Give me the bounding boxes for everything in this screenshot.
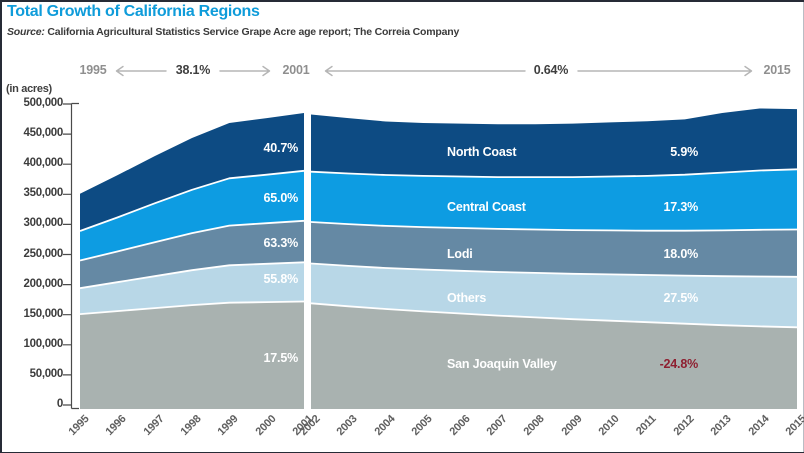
y-tick-label-400000: 400,000 xyxy=(23,157,64,169)
pct-label-others-9501: 55.8% xyxy=(263,272,299,286)
annotation-year-1995: 1995 xyxy=(79,63,107,77)
growth-span-arrow xyxy=(219,65,271,77)
pct-label-others-0115: 27.5% xyxy=(663,291,699,305)
source-label: Source: xyxy=(7,26,45,38)
band-divider-line xyxy=(79,219,305,262)
band-divider-line xyxy=(310,302,798,329)
y-axis-unit-label: (in acres) xyxy=(6,83,52,95)
annotation-growth-1995-2001: 38.1% xyxy=(175,63,211,77)
band-divider-line xyxy=(310,221,798,232)
y-tick-label-350000: 350,000 xyxy=(23,187,64,199)
y-tick-label-300000: 300,000 xyxy=(23,217,64,229)
y-tick-label-450000: 450,000 xyxy=(23,127,64,139)
y-tick-label-0: 0 xyxy=(56,398,63,410)
y-tick-label-500000: 500,000 xyxy=(23,97,64,109)
growth-span-arrow xyxy=(324,65,526,77)
y-tick-label-200000: 200,000 xyxy=(23,278,64,290)
pct-label-central-coast-0115: 17.3% xyxy=(663,200,699,214)
band-divider-line xyxy=(79,169,305,232)
area-lodi-panel1 xyxy=(80,220,304,289)
y-axis xyxy=(63,102,79,410)
pct-label-san-joaquin-valley-9501: 17.5% xyxy=(263,351,299,365)
annotation-growth-2001-2015: 0.64% xyxy=(533,63,569,77)
y-tick-label-100000: 100,000 xyxy=(23,338,64,350)
band-divider-line xyxy=(310,262,798,278)
source-line: Source: California Agricultural Statisti… xyxy=(7,26,459,38)
page-title: Total Growth of California Regions xyxy=(7,3,260,20)
region-label-north-coast: North Coast xyxy=(447,145,517,159)
pct-label-lodi-9501: 63.3% xyxy=(263,236,299,250)
pct-label-north-coast-9501: 40.7% xyxy=(263,141,299,155)
band-divider-line xyxy=(79,261,305,290)
pct-label-san-joaquin-valley-0115: -24.8% xyxy=(659,357,699,371)
region-label-central-coast: Central Coast xyxy=(447,200,526,214)
y-tick-label-150000: 150,000 xyxy=(23,308,64,320)
area-north-coast-panel1 xyxy=(80,113,304,231)
area-central-coast-panel1 xyxy=(80,170,304,261)
region-label-san-joaquin-valley: San Joaquin Valley xyxy=(447,357,557,371)
area-san-joaquin-valley-panel1 xyxy=(80,301,304,409)
growth-span-arrow xyxy=(577,65,753,77)
growth-span-arrow xyxy=(115,65,167,77)
area-san-joaquin-valley-panel2 xyxy=(311,303,797,409)
annotation-year-2015: 2015 xyxy=(763,63,791,77)
y-tick-label-250000: 250,000 xyxy=(23,248,64,260)
annotation-year-2001: 2001 xyxy=(282,63,310,77)
band-divider-line xyxy=(79,300,305,315)
pct-label-lodi-0115: 18.0% xyxy=(663,247,699,261)
pct-label-north-coast-0115: 5.9% xyxy=(670,145,698,159)
source-text: California Agricultural Statistics Servi… xyxy=(44,26,460,38)
region-label-others: Others xyxy=(447,291,487,305)
area-central-coast-panel2 xyxy=(311,169,797,231)
y-tick-label-50000: 50,000 xyxy=(29,368,64,380)
area-north-coast-panel2 xyxy=(311,108,797,178)
area-lodi-panel2 xyxy=(311,222,797,277)
region-label-lodi: Lodi xyxy=(447,247,473,261)
area-others-panel1 xyxy=(80,262,304,315)
pct-label-central-coast-9501: 65.0% xyxy=(263,191,299,205)
band-divider-line xyxy=(310,168,798,179)
